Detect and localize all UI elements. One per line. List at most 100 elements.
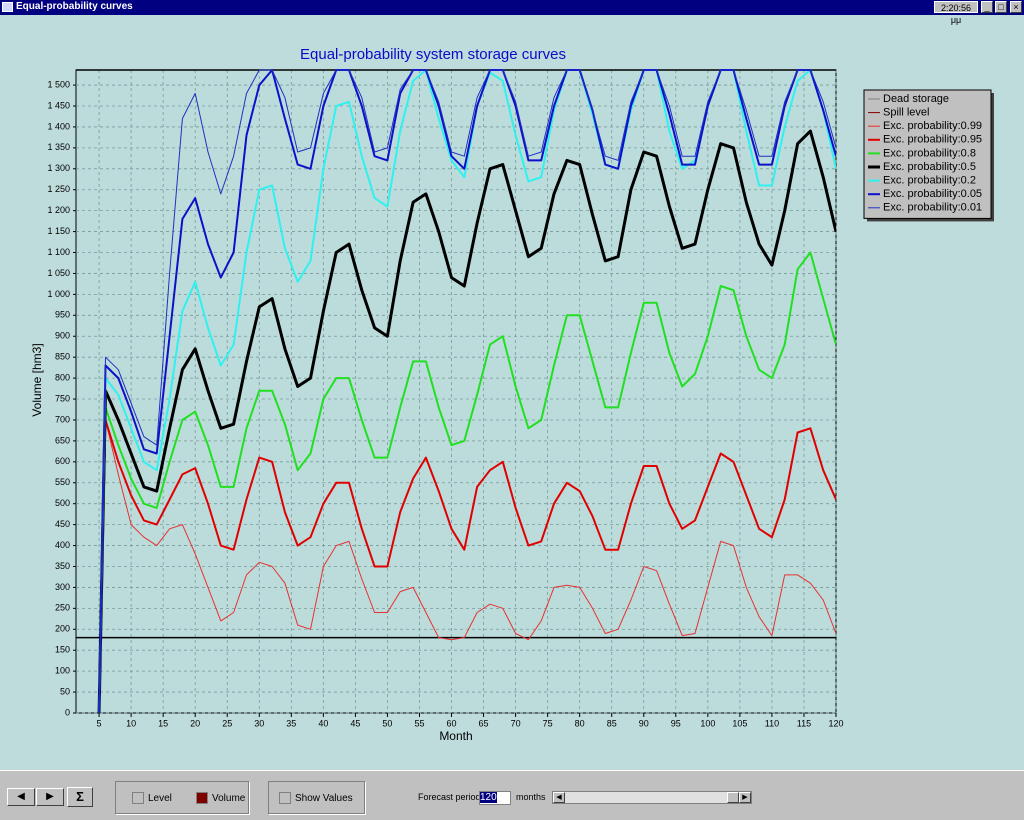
- level-label: Level: [148, 793, 172, 804]
- x-tick-label: 10: [126, 718, 136, 728]
- close-button[interactable]: ×: [1010, 1, 1022, 13]
- y-tick-label: 1 150: [47, 226, 70, 236]
- plot-area: [75, 69, 837, 714]
- series-line: [97, 129, 836, 714]
- app-icon: [2, 2, 13, 12]
- values-group: Show Values: [268, 781, 365, 814]
- legend-label: Exc. probability:0.5: [883, 161, 976, 173]
- y-tick-label: 200: [55, 624, 70, 634]
- chart-title: Equal-probability system storage curves: [300, 46, 566, 63]
- window-title: Equal-probability curves: [16, 1, 133, 12]
- y-tick-label: 750: [55, 393, 70, 403]
- legend-label: Exc. probability:0.05: [883, 188, 982, 200]
- y-tick-label: 100: [55, 666, 70, 676]
- x-tick-label: 120: [828, 718, 843, 728]
- forecast-value: 120: [480, 792, 497, 803]
- minimize-button[interactable]: _: [981, 1, 993, 13]
- y-tick-label: 350: [55, 561, 70, 571]
- clock: 2:20:56 μμ: [934, 1, 978, 25]
- display-group: Level Volume: [115, 781, 249, 814]
- x-tick-label: 15: [158, 718, 168, 728]
- y-tick-label: 150: [55, 645, 70, 655]
- legend-label: Spill level: [883, 107, 929, 119]
- legend-box: [863, 89, 992, 219]
- x-tick-label: 70: [511, 718, 521, 728]
- toolbar: ◀ ▶ Σ Level Volume Show Values Forecast …: [0, 770, 1024, 820]
- forecast-input[interactable]: 120: [479, 791, 511, 805]
- x-tick-label: 50: [382, 718, 392, 728]
- series-line: [98, 419, 836, 714]
- forecast-scrollbar[interactable]: ◀ ▶: [552, 791, 752, 804]
- y-tick-label: 1 350: [47, 142, 70, 152]
- x-tick-label: 20: [190, 718, 200, 728]
- sum-button[interactable]: Σ: [67, 787, 93, 807]
- y-tick-label: 700: [55, 414, 70, 424]
- x-tick-label: 85: [607, 718, 617, 728]
- y-tick-label: 1 200: [47, 205, 70, 215]
- y-tick-label: 1 250: [47, 184, 70, 194]
- y-tick-label: 250: [55, 603, 70, 613]
- x-tick-label: 80: [575, 718, 585, 728]
- next-button[interactable]: ▶: [36, 788, 64, 806]
- x-tick-label: 25: [222, 718, 232, 728]
- x-tick-label: 45: [350, 718, 360, 728]
- legend-label: Exc. probability:0.01: [883, 202, 982, 214]
- title-bar: Equal-probability curves 2:20:56 μμ _ □ …: [0, 0, 1024, 25]
- x-tick-label: 65: [479, 718, 489, 728]
- x-axis-label: Month: [439, 729, 472, 743]
- legend-label: Exc. probability:0.8: [883, 147, 976, 159]
- x-tick-label: 110: [765, 718, 779, 728]
- y-tick-label: 1 100: [47, 247, 70, 257]
- plot-lines: [76, 69, 836, 714]
- legend-label: Exc. probability:0.99: [883, 120, 982, 132]
- y-tick-label: 600: [55, 456, 70, 466]
- x-tick-label: 40: [318, 718, 328, 728]
- y-tick-label: 800: [55, 372, 70, 382]
- y-tick-label: 950: [55, 310, 70, 320]
- y-tick-label: 1 400: [47, 121, 70, 131]
- x-tick-label: 55: [414, 718, 424, 728]
- show-values-label: Show Values: [295, 793, 353, 804]
- level-checkbox[interactable]: [132, 792, 144, 804]
- x-tick-label: 95: [671, 718, 681, 728]
- y-tick-label: 0: [65, 707, 70, 717]
- series-line: [98, 69, 836, 714]
- scroll-right[interactable]: ▶: [739, 792, 751, 803]
- y-axis-label: Volume [hm3]: [30, 343, 44, 416]
- y-tick-label: 1 000: [47, 289, 70, 299]
- x-tick-label: 30: [254, 718, 264, 728]
- restore-button[interactable]: □: [995, 1, 1007, 13]
- legend-label: Dead storage: [883, 93, 949, 105]
- series-line: [98, 69, 836, 714]
- y-tick-label: 1 500: [47, 79, 70, 89]
- x-tick-label: 75: [543, 718, 553, 728]
- prev-button[interactable]: ◀: [7, 788, 35, 806]
- y-tick-label: 450: [55, 519, 70, 529]
- volume-label: Volume: [212, 793, 246, 804]
- show-values-checkbox[interactable]: [279, 792, 291, 804]
- x-tick-label: 100: [700, 718, 715, 728]
- y-tick-label: 500: [55, 498, 70, 508]
- x-tick-label: 5: [97, 718, 102, 728]
- legend-label: Exc. probability:0.2: [883, 175, 976, 187]
- y-tick-label: 1 450: [47, 100, 70, 110]
- scroll-thumb[interactable]: [727, 792, 739, 803]
- series-line: [98, 251, 836, 714]
- y-tick-label: 850: [55, 352, 70, 362]
- scroll-left[interactable]: ◀: [553, 792, 565, 803]
- legend-label: Exc. probability:0.95: [883, 134, 982, 146]
- y-tick-label: 550: [55, 477, 70, 487]
- y-tick-label: 300: [55, 582, 70, 592]
- x-tick-label: 60: [447, 718, 457, 728]
- volume-checkbox[interactable]: [196, 792, 208, 804]
- y-tick-label: 1 050: [47, 268, 70, 278]
- forecast-unit: months: [516, 792, 546, 802]
- forecast-label: Forecast period: [418, 792, 481, 802]
- x-tick-label: 115: [797, 718, 811, 728]
- y-tick-label: 900: [55, 331, 70, 341]
- y-tick-label: 650: [55, 435, 70, 445]
- series-line: [98, 419, 836, 714]
- x-tick-label: 90: [639, 718, 649, 728]
